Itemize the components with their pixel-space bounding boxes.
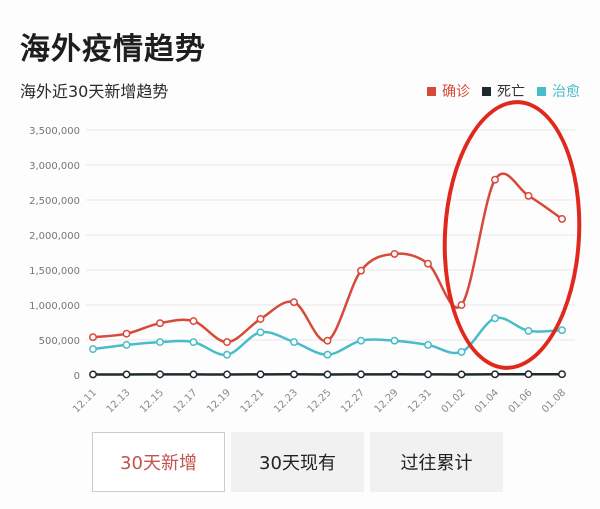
data-point[interactable] [156, 370, 164, 379]
legend-item-confirmed[interactable]: 确诊 [427, 81, 470, 101]
data-point[interactable] [558, 326, 566, 335]
legend-item-recovered[interactable]: 治愈 [537, 81, 580, 101]
data-point[interactable] [256, 315, 265, 323]
data-point[interactable] [323, 350, 332, 359]
x-tick-label: 12.13 [105, 387, 133, 415]
data-point[interactable] [256, 370, 265, 379]
series-0 [89, 172, 566, 347]
y-tick-label: 3,000,000 [29, 161, 80, 172]
data-point[interactable] [290, 370, 298, 379]
data-point[interactable] [524, 370, 533, 379]
data-point[interactable] [424, 259, 432, 268]
data-point[interactable] [156, 319, 164, 328]
legend-swatch-icon [537, 86, 546, 96]
data-point[interactable] [390, 249, 399, 258]
x-tick-label: 01.04 [473, 387, 501, 415]
data-point[interactable] [491, 314, 499, 323]
data-point[interactable] [524, 191, 533, 200]
data-point[interactable] [122, 340, 131, 349]
data-point[interactable] [156, 338, 164, 347]
data-point[interactable] [89, 333, 97, 342]
data-point[interactable] [323, 370, 332, 379]
data-point[interactable] [89, 370, 97, 379]
data-point[interactable] [424, 340, 432, 349]
y-tick-label: 500,000 [39, 336, 80, 347]
data-point[interactable] [558, 214, 566, 223]
x-tick-label: 12.11 [71, 387, 99, 415]
x-tick-label: 12.23 [272, 387, 300, 415]
legend-label: 死亡 [497, 84, 525, 100]
x-tick-label: 01.02 [440, 387, 468, 415]
x-tick-label: 12.29 [373, 387, 401, 415]
tab-30-day-new[interactable]: 30天新增 [92, 432, 225, 492]
tab-cumulative[interactable]: 过往累计 [370, 432, 503, 492]
chart-subtitle: 海外近30天新增趋势 [20, 82, 169, 101]
legend-swatch-icon [427, 86, 436, 96]
data-point[interactable] [390, 336, 399, 345]
y-tick-label: 3,500,000 [29, 126, 80, 137]
data-point[interactable] [89, 345, 97, 354]
data-point[interactable] [122, 329, 131, 338]
y-tick-label: 1,000,000 [29, 301, 80, 312]
data-point[interactable] [189, 317, 198, 326]
series-2 [89, 314, 566, 359]
legend-item-deaths[interactable]: 死亡 [482, 81, 525, 101]
data-point[interactable] [223, 338, 231, 347]
data-point[interactable] [256, 328, 265, 337]
x-tick-label: 12.19 [205, 387, 233, 415]
data-point[interactable] [357, 266, 365, 275]
data-point[interactable] [457, 370, 466, 379]
data-point[interactable] [491, 175, 499, 184]
data-point[interactable] [558, 370, 566, 379]
x-tick-label: 12.31 [406, 387, 434, 415]
data-point[interactable] [457, 347, 466, 356]
legend-label: 确诊 [442, 84, 470, 100]
data-point[interactable] [223, 350, 231, 359]
y-tick-label: 2,500,000 [29, 196, 80, 207]
series-line [92, 172, 563, 344]
data-point[interactable] [491, 370, 499, 379]
x-tick-label: 12.27 [339, 387, 367, 415]
data-point[interactable] [390, 370, 399, 379]
tab-30-day-current[interactable]: 30天现有 [231, 432, 364, 492]
data-point[interactable] [323, 336, 332, 345]
legend-swatch-icon [482, 86, 491, 96]
series-1 [89, 370, 566, 379]
x-tick-label: 01.08 [540, 387, 568, 415]
data-point[interactable] [357, 370, 365, 379]
data-point[interactable] [189, 338, 198, 347]
x-tick-label: 01.06 [507, 387, 535, 415]
data-point[interactable] [457, 301, 466, 309]
page-title: 海外疫情趋势 [20, 32, 206, 67]
y-tick-label: 0 [74, 371, 80, 382]
data-point[interactable] [290, 338, 298, 347]
x-tick-label: 12.17 [172, 387, 200, 415]
legend-label: 治愈 [552, 84, 580, 100]
y-tick-label: 1,500,000 [29, 266, 80, 277]
line-chart: 0 500,000 1,000,000 1,500,000 2,000,000 2,500… [29, 126, 575, 415]
y-tick-label: 2,000,000 [29, 231, 80, 242]
data-point[interactable] [290, 298, 298, 307]
data-point[interactable] [357, 336, 365, 345]
data-point[interactable] [223, 370, 231, 379]
range-tabs: 30天新增 30天现有 过往累计 [92, 432, 503, 492]
data-point[interactable] [524, 326, 533, 335]
x-tick-label: 12.15 [138, 387, 166, 415]
x-tick-label: 12.25 [306, 387, 334, 415]
x-tick-label: 12.21 [239, 387, 267, 415]
data-point[interactable] [122, 370, 131, 379]
data-point[interactable] [424, 370, 432, 379]
data-point[interactable] [189, 370, 198, 379]
chart-legend: 确诊 死亡 治愈 [427, 81, 580, 101]
